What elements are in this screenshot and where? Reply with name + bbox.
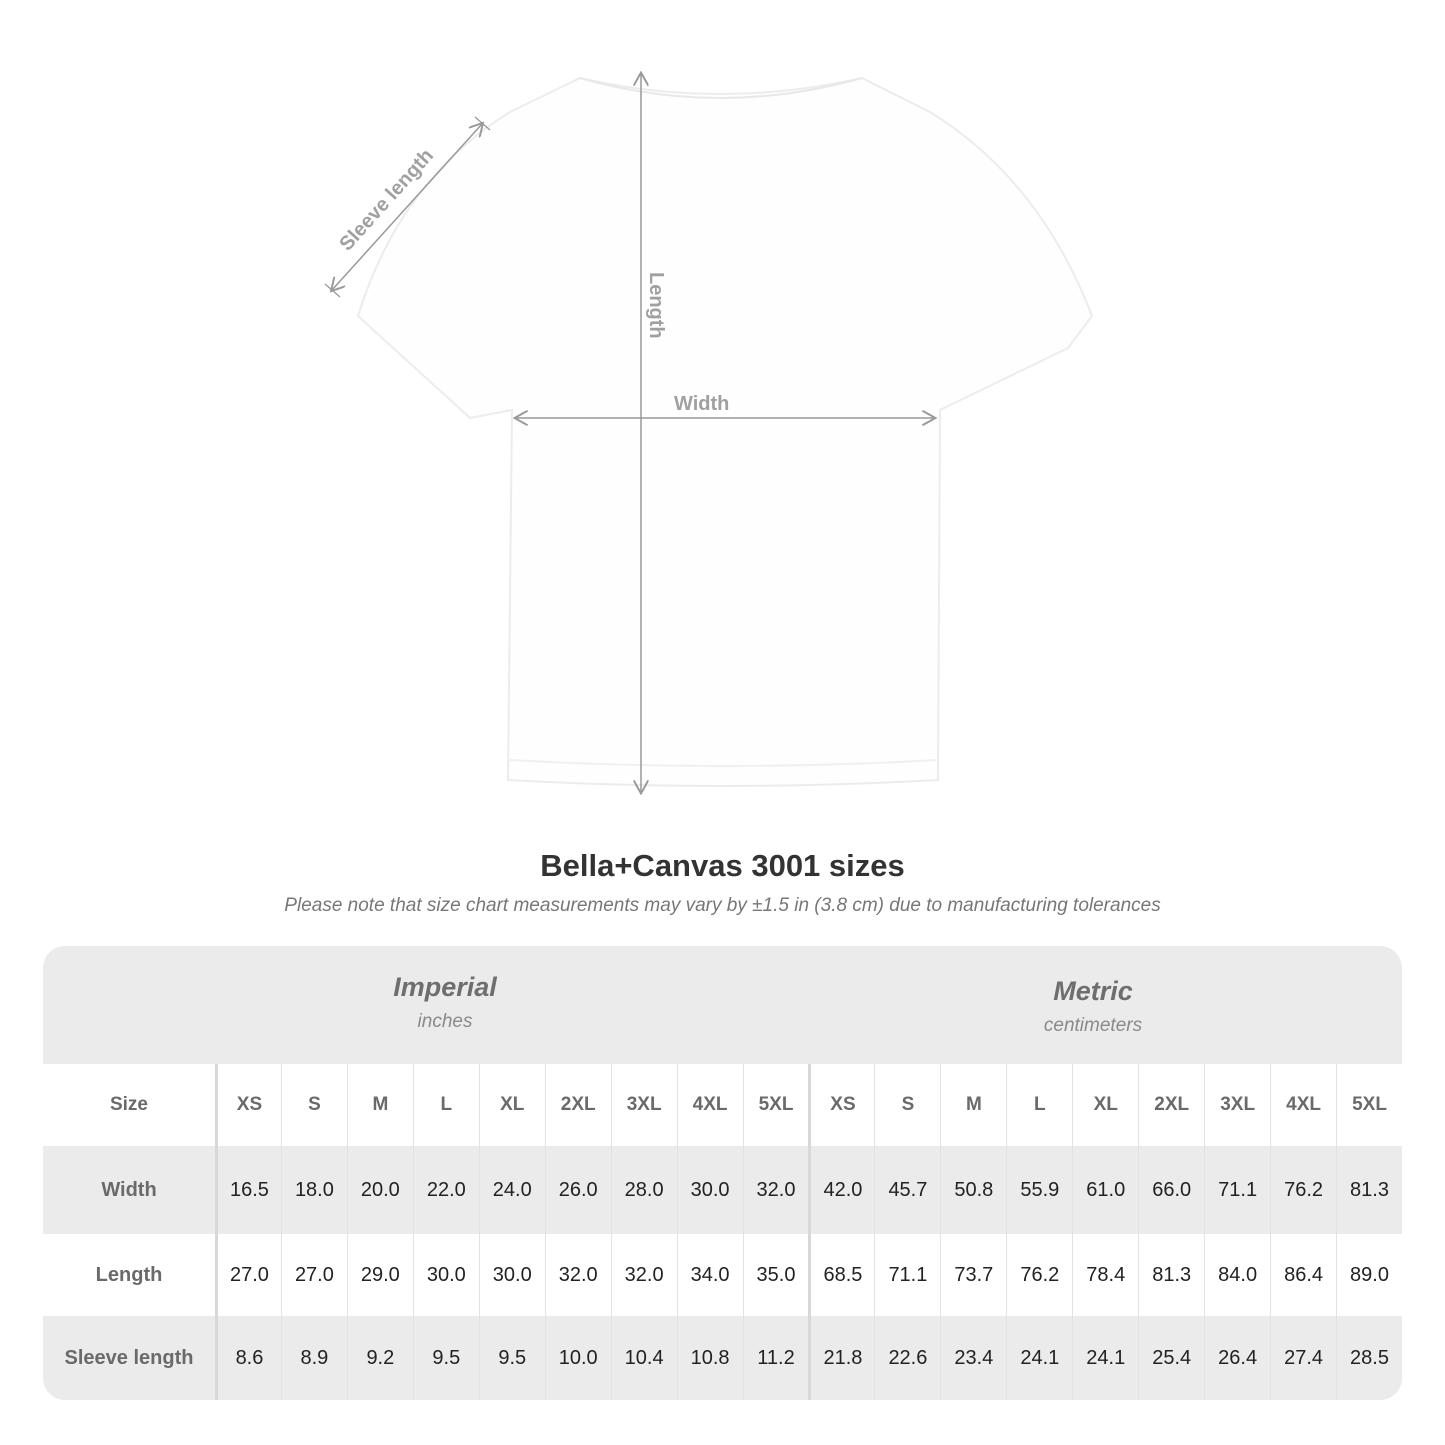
metric-value: 76.2	[1270, 1146, 1337, 1234]
metric-value: 81.3	[1138, 1234, 1205, 1316]
metric-value: 28.5	[1336, 1316, 1402, 1400]
metric-value: 21.8	[808, 1316, 875, 1400]
metric-value: 86.4	[1270, 1234, 1337, 1316]
imperial-value: 10.4	[610, 1316, 677, 1400]
metric-value: 24.1	[1072, 1316, 1139, 1400]
metric-value: 73.7	[940, 1234, 1007, 1316]
imperial-value: 11.2	[742, 1316, 809, 1400]
width-label: Width	[674, 393, 729, 415]
metric-value: 24.1	[1006, 1316, 1073, 1400]
metric-value: 25.4	[1138, 1316, 1205, 1400]
imperial-value: 34.0	[676, 1234, 743, 1316]
metric-value: 55.9	[1006, 1146, 1073, 1234]
metric-value: 76.2	[1006, 1234, 1073, 1316]
imperial-size-4xl: 4XL	[676, 1064, 743, 1146]
imperial-size-l: L	[412, 1064, 479, 1146]
imperial-value: 28.0	[610, 1146, 677, 1234]
imperial-value: 24.0	[478, 1146, 545, 1234]
metric-value: 42.0	[808, 1146, 875, 1234]
metric-value: 81.3	[1336, 1146, 1402, 1234]
metric-value: 84.0	[1204, 1234, 1271, 1316]
metric-value: 66.0	[1138, 1146, 1205, 1234]
metric-value: 22.6	[874, 1316, 941, 1400]
metric-value: 26.4	[1204, 1316, 1271, 1400]
imperial-value: 29.0	[346, 1234, 413, 1316]
size-chart-table: Imperial inches Metric centimeters Size X…	[43, 946, 1402, 1400]
metric-unit: centimeters	[1043, 1015, 1143, 1036]
imperial-size-3xl: 3XL	[610, 1064, 677, 1146]
imperial-header: Imperial inches	[215, 946, 675, 1064]
metric-size-4xl: 4XL	[1270, 1064, 1337, 1146]
metric-value: 23.4	[940, 1316, 1007, 1400]
imperial-value: 9.5	[412, 1316, 479, 1400]
row-label: Sleeve length	[43, 1316, 215, 1400]
imperial-value: 18.0	[280, 1146, 347, 1234]
imperial-value: 32.0	[544, 1234, 611, 1316]
metric-size-m: M	[940, 1064, 1007, 1146]
metric-size-5xl: 5XL	[1336, 1064, 1402, 1146]
tolerance-note: Please note that size chart measurements…	[284, 895, 1161, 916]
page-title: Bella+Canvas 3001 sizes	[540, 848, 905, 883]
imperial-value: 26.0	[544, 1146, 611, 1234]
imperial-unit: inches	[417, 1011, 473, 1032]
row-label: Length	[43, 1234, 215, 1316]
imperial-value: 9.2	[346, 1316, 413, 1400]
imperial-value: 27.0	[215, 1234, 281, 1316]
metric-label: Metric	[1053, 976, 1133, 1006]
imperial-size-xl: XL	[478, 1064, 545, 1146]
metric-value: 71.1	[1204, 1146, 1271, 1234]
imperial-value: 27.0	[280, 1234, 347, 1316]
imperial-label: Imperial	[393, 972, 497, 1002]
metric-value: 89.0	[1336, 1234, 1402, 1316]
imperial-value: 30.0	[412, 1234, 479, 1316]
imperial-value: 32.0	[742, 1146, 809, 1234]
metric-size-xl: XL	[1072, 1064, 1139, 1146]
imperial-value: 9.5	[478, 1316, 545, 1400]
imperial-value: 32.0	[610, 1234, 677, 1316]
imperial-value: 8.6	[215, 1316, 281, 1400]
metric-size-2xl: 2XL	[1138, 1064, 1205, 1146]
metric-size-3xl: 3XL	[1204, 1064, 1271, 1146]
imperial-size-2xl: 2XL	[544, 1064, 611, 1146]
metric-value: 45.7	[874, 1146, 941, 1234]
tshirt-shape	[356, 76, 1094, 787]
row-label: Width	[43, 1146, 215, 1234]
tshirt-diagram: Sleeve length Length Width	[324, 0, 1094, 820]
metric-header: Metric centimeters	[809, 946, 1377, 1064]
metric-value: 71.1	[874, 1234, 941, 1316]
metric-size-l: L	[1006, 1064, 1073, 1146]
metric-value: 68.5	[808, 1234, 875, 1316]
metric-value: 61.0	[1072, 1146, 1139, 1234]
imperial-value: 8.9	[280, 1316, 347, 1400]
metric-size-xs: XS	[808, 1064, 875, 1146]
metric-value: 78.4	[1072, 1234, 1139, 1316]
imperial-value: 30.0	[676, 1146, 743, 1234]
sleeve-arrow	[332, 124, 482, 290]
imperial-value: 10.8	[676, 1316, 743, 1400]
metric-value: 50.8	[940, 1146, 1007, 1234]
imperial-size-m: M	[346, 1064, 413, 1146]
imperial-size-5xl: 5XL	[742, 1064, 809, 1146]
imperial-value: 30.0	[478, 1234, 545, 1316]
size-grid: Size XS S M L XL 2XL 3XL 4XL 5XL XS S M L XL 2XL 3XL 4XL 5…	[43, 1064, 1402, 1400]
imperial-value: 10.0	[544, 1316, 611, 1400]
length-label: Length	[645, 272, 667, 339]
imperial-size-s: S	[280, 1064, 347, 1146]
size-column-header: Size	[43, 1064, 215, 1146]
imperial-value: 22.0	[412, 1146, 479, 1234]
metric-value: 27.4	[1270, 1316, 1337, 1400]
imperial-size-xs: XS	[215, 1064, 281, 1146]
imperial-value: 20.0	[346, 1146, 413, 1234]
imperial-value: 16.5	[215, 1146, 281, 1234]
metric-size-s: S	[874, 1064, 941, 1146]
imperial-value: 35.0	[742, 1234, 809, 1316]
